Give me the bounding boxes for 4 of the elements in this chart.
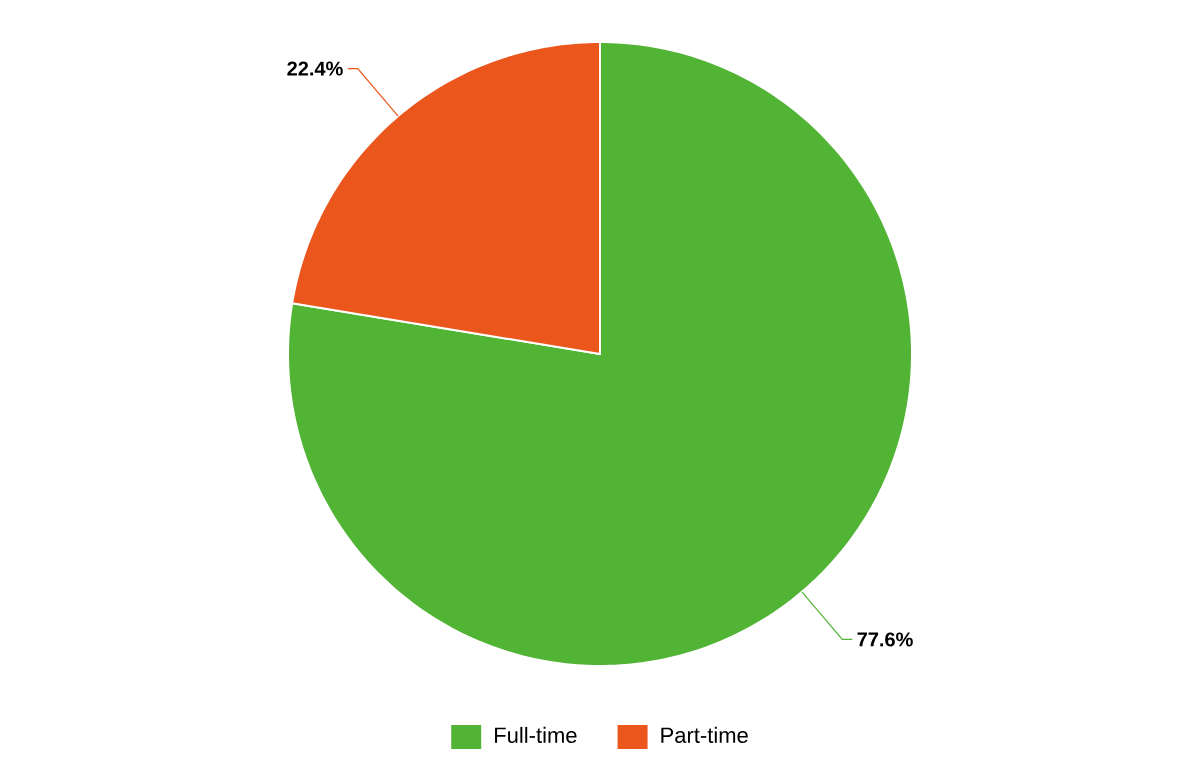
legend-label: Full-time	[495, 726, 577, 744]
legend-label: Part-time	[661, 726, 748, 744]
data-label: 22.4%	[287, 61, 343, 76]
data-label: 77.6%	[857, 632, 913, 647]
